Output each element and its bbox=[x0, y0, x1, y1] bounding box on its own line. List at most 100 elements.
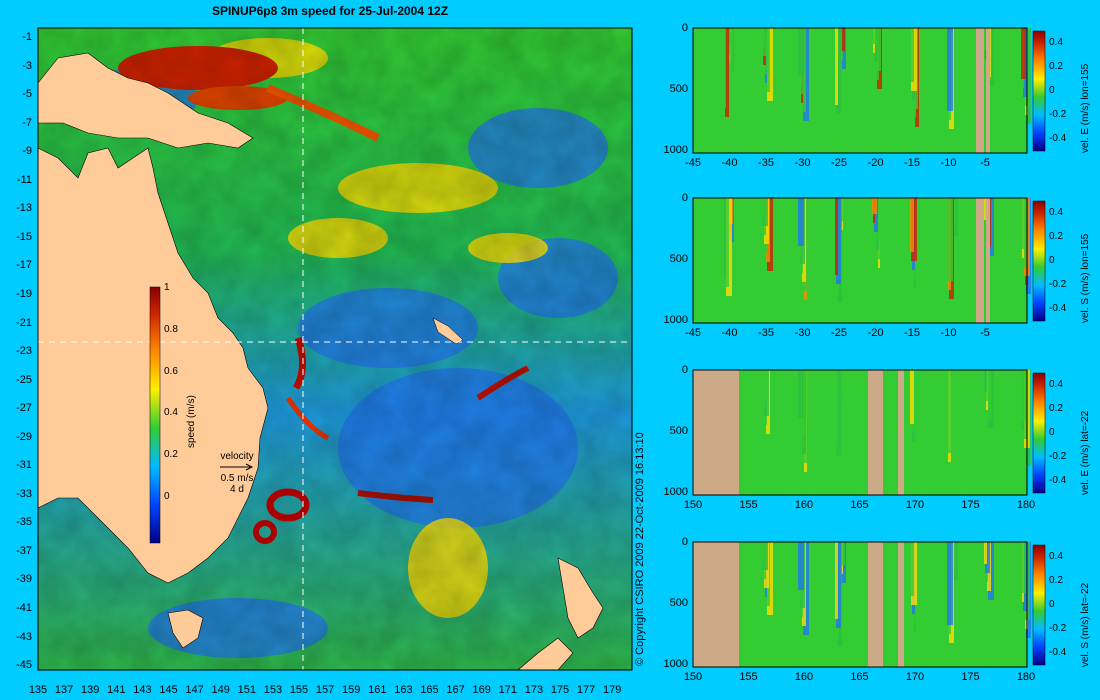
section-x-tick-label: -40 bbox=[721, 157, 738, 169]
section-stripe bbox=[874, 28, 878, 62]
lat-tick-label: -23 bbox=[16, 345, 32, 358]
section-colorbar-label: vel. S (m/s) lon=155 bbox=[1080, 233, 1091, 323]
lon-tick-label: 145 bbox=[159, 684, 178, 696]
section-plot bbox=[692, 27, 1031, 154]
section-stripe bbox=[724, 198, 726, 278]
section-x-tick-label: -15 bbox=[904, 157, 920, 169]
depth-tick-label: 1000 bbox=[663, 144, 688, 156]
section-x-tick-label: 165 bbox=[850, 671, 869, 683]
section-stripe bbox=[835, 198, 838, 275]
section-stripe bbox=[947, 370, 953, 453]
section-stripe bbox=[761, 28, 765, 47]
section-x-tick-label: -20 bbox=[867, 327, 884, 339]
lon-tick-label: 165 bbox=[420, 684, 439, 696]
speed-colorbar-tick: 0.8 bbox=[164, 323, 178, 335]
lon-tick-label: 179 bbox=[603, 684, 622, 696]
section-stripe bbox=[910, 28, 914, 82]
section-x-tick-label: 175 bbox=[961, 671, 980, 683]
section-x-tick-label: -5 bbox=[980, 327, 990, 339]
section-stripe bbox=[985, 542, 990, 573]
section-colorbar-tick: -0.2 bbox=[1049, 279, 1067, 290]
section-colorbar-label: vel. S (m/s) lat=-22 bbox=[1080, 582, 1091, 667]
section-stripe bbox=[798, 542, 804, 590]
section-stripe bbox=[910, 198, 914, 252]
section-x-tick-label: -10 bbox=[940, 327, 957, 339]
lon-tick-label: 153 bbox=[263, 684, 283, 696]
velocity-key-duration: 4 d bbox=[230, 484, 244, 495]
section-colorbar-tick: -0.2 bbox=[1049, 109, 1067, 120]
section-x-tick-label: -10 bbox=[940, 157, 957, 169]
lat-tick-label: -19 bbox=[16, 287, 32, 300]
lon-tick-label: 139 bbox=[81, 684, 100, 696]
lon-tick-label: 147 bbox=[185, 684, 204, 696]
velocity-key-speed: 0.5 m/s bbox=[220, 473, 254, 484]
section-stripe bbox=[984, 370, 987, 392]
section-x-tick-label: -45 bbox=[685, 157, 701, 169]
speed-map bbox=[37, 27, 633, 671]
lat-tick-label: -1 bbox=[22, 31, 32, 43]
section-colorbar-tick: 0 bbox=[1049, 255, 1055, 266]
lon-tick-label: 149 bbox=[211, 684, 230, 696]
section-stripe bbox=[836, 198, 841, 284]
section-stripe bbox=[836, 370, 841, 456]
speed-colorbar-tick: 1 bbox=[164, 282, 170, 293]
section-stripe bbox=[874, 198, 878, 232]
speed-colorbar-tick: 0 bbox=[164, 491, 170, 502]
lon-tick-label: 151 bbox=[237, 684, 256, 696]
section-stripe bbox=[984, 28, 987, 50]
section-x-tick-label: -30 bbox=[794, 157, 811, 169]
section-stripe bbox=[872, 198, 877, 214]
lat-tick-label: -15 bbox=[16, 230, 32, 243]
section-land bbox=[986, 28, 990, 153]
depth-tick-label: 0 bbox=[681, 536, 688, 548]
section-stripe bbox=[693, 28, 695, 43]
section-stripe bbox=[1021, 542, 1026, 593]
section-stripe bbox=[725, 198, 729, 287]
depth-tick-label: 500 bbox=[669, 425, 688, 437]
lat-tick-label: -3 bbox=[22, 59, 32, 72]
section-land bbox=[976, 28, 984, 153]
section-x-tick-label: 180 bbox=[1016, 499, 1036, 511]
section-stripe bbox=[835, 28, 838, 105]
speed-colorbar-tick: 0.6 bbox=[164, 365, 178, 377]
section-stripe bbox=[984, 198, 987, 220]
section-stripe bbox=[1021, 28, 1026, 79]
section-land bbox=[868, 370, 883, 495]
section-x-tick-label: -45 bbox=[685, 327, 701, 339]
section-colorbar-tick: -0.2 bbox=[1049, 623, 1067, 634]
eddy-ring bbox=[253, 520, 277, 544]
section-x-tick-label: -15 bbox=[904, 327, 920, 339]
section-colorbar bbox=[1032, 200, 1046, 322]
section-plot bbox=[692, 541, 1031, 668]
section-stripe bbox=[836, 542, 841, 628]
section-plot bbox=[692, 369, 1031, 496]
section-colorbar-tick: 0.2 bbox=[1049, 575, 1063, 586]
section-stripe bbox=[872, 28, 877, 44]
lat-tick-label: -21 bbox=[16, 316, 32, 329]
section-x-tick-label: -25 bbox=[831, 157, 847, 169]
lon-tick-label: 177 bbox=[576, 684, 596, 696]
section-colorbar bbox=[1032, 30, 1046, 152]
lon-tick-label: 141 bbox=[107, 684, 126, 696]
eddy-ring bbox=[266, 488, 310, 522]
lon-tick-label: 155 bbox=[289, 684, 309, 696]
section-x-tick-label: 170 bbox=[905, 499, 925, 511]
depth-tick-label: 500 bbox=[669, 597, 688, 609]
lat-tick-label: -17 bbox=[16, 259, 32, 272]
depth-tick-label: 0 bbox=[681, 22, 688, 34]
section-land bbox=[693, 542, 739, 667]
lon-tick-label: 175 bbox=[550, 684, 570, 696]
depth-tick-label: 500 bbox=[669, 253, 688, 265]
lon-tick-label: 137 bbox=[54, 684, 74, 696]
depth-tick-label: 500 bbox=[669, 83, 688, 95]
lon-tick-label: 161 bbox=[368, 684, 387, 696]
lon-tick-label: 169 bbox=[472, 684, 491, 696]
section-plot bbox=[692, 197, 1031, 324]
section-stripe bbox=[947, 28, 953, 111]
section-colorbar-tick: -0.4 bbox=[1049, 303, 1067, 314]
lat-tick-label: -5 bbox=[22, 88, 32, 101]
speed-colorbar bbox=[149, 286, 161, 544]
section-stripe bbox=[724, 28, 726, 108]
section-stripe bbox=[835, 542, 838, 619]
section-x-tick-label: -25 bbox=[831, 327, 847, 339]
